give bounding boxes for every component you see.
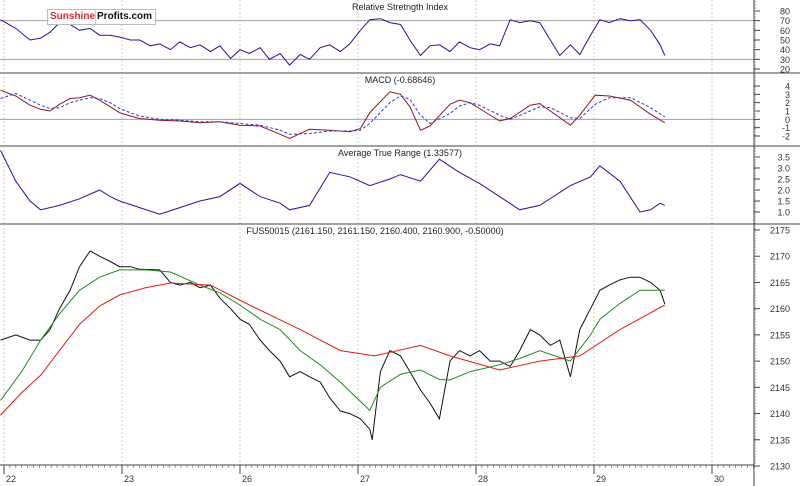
- rsi-series-rsi: [0, 18, 666, 66]
- x-tick-label: 28: [478, 474, 488, 484]
- x-tick-label: 30: [714, 474, 724, 484]
- macd-series-signal: [0, 92, 666, 135]
- macd-ytick-label: 1: [785, 107, 790, 117]
- atr-ytick-label: 2.5: [777, 175, 790, 185]
- price-ytick-label: 2140: [770, 409, 790, 419]
- price-ytick-label: 2160: [770, 304, 790, 314]
- price-ytick-label: 2150: [770, 357, 790, 367]
- macd-ytick-label: -2: [782, 132, 790, 142]
- rsi-ytick-label: 20: [780, 65, 790, 75]
- atr-ytick-label: 1.5: [777, 197, 790, 207]
- macd-ytick-label: -1: [782, 123, 790, 133]
- macd-title: MACD (-0.68646): [365, 75, 436, 85]
- macd-series-macd: [0, 89, 666, 140]
- atr-ytick-label: 1.0: [777, 208, 790, 218]
- price-ytick-label: 2155: [770, 330, 790, 340]
- sunshine-profits-logo: Sunshine Profits.com: [47, 9, 157, 25]
- macd-ytick-label: 4: [785, 82, 790, 92]
- rsi-ytick-label: 40: [780, 45, 790, 55]
- x-tick-label: 23: [124, 474, 134, 484]
- rsi-ytick-label: 50: [780, 36, 790, 46]
- macd-ytick-label: 2: [785, 98, 790, 108]
- price-ytick-label: 2170: [770, 252, 790, 262]
- x-tick-label: 27: [360, 474, 370, 484]
- atr-ytick-label: 2.0: [777, 186, 790, 196]
- price-title: FUS50015 (2161.150, 2161.150, 2160.400, …: [246, 226, 503, 236]
- price-series-price: [0, 250, 666, 440]
- macd-ytick-label: 3: [785, 90, 790, 100]
- rsi-ytick-label: 30: [780, 55, 790, 65]
- atr-ytick-label: 3.5: [777, 153, 790, 163]
- price-ytick-label: 2165: [770, 278, 790, 288]
- atr-series-atr: [0, 150, 666, 215]
- logo-part2: Profits.com: [95, 10, 153, 24]
- price-ytick-label: 2145: [770, 383, 790, 393]
- atr-title: Average True Range (1.33577): [338, 148, 462, 158]
- price-ytick-label: 2130: [770, 462, 790, 472]
- atr-ytick-label: 3.0: [777, 164, 790, 174]
- rsi-ytick-label: 80: [780, 7, 790, 17]
- x-tick-label: 22: [6, 474, 16, 484]
- price-series-fast-ma: [0, 269, 665, 412]
- logo-part1: Sunshine: [50, 11, 96, 22]
- rsi-ytick-label: 70: [780, 16, 790, 26]
- rsi-ytick-label: 60: [780, 26, 790, 36]
- price-ytick-label: 2135: [770, 435, 790, 445]
- rsi-title: Relative Stretngth Index: [352, 2, 449, 12]
- price-series-slow-ma: [0, 282, 666, 416]
- macd-ytick-label: 0: [785, 115, 790, 125]
- price-ytick-label: 2175: [770, 226, 790, 236]
- x-tick-label: 29: [596, 474, 606, 484]
- x-tick-label: 26: [242, 474, 252, 484]
